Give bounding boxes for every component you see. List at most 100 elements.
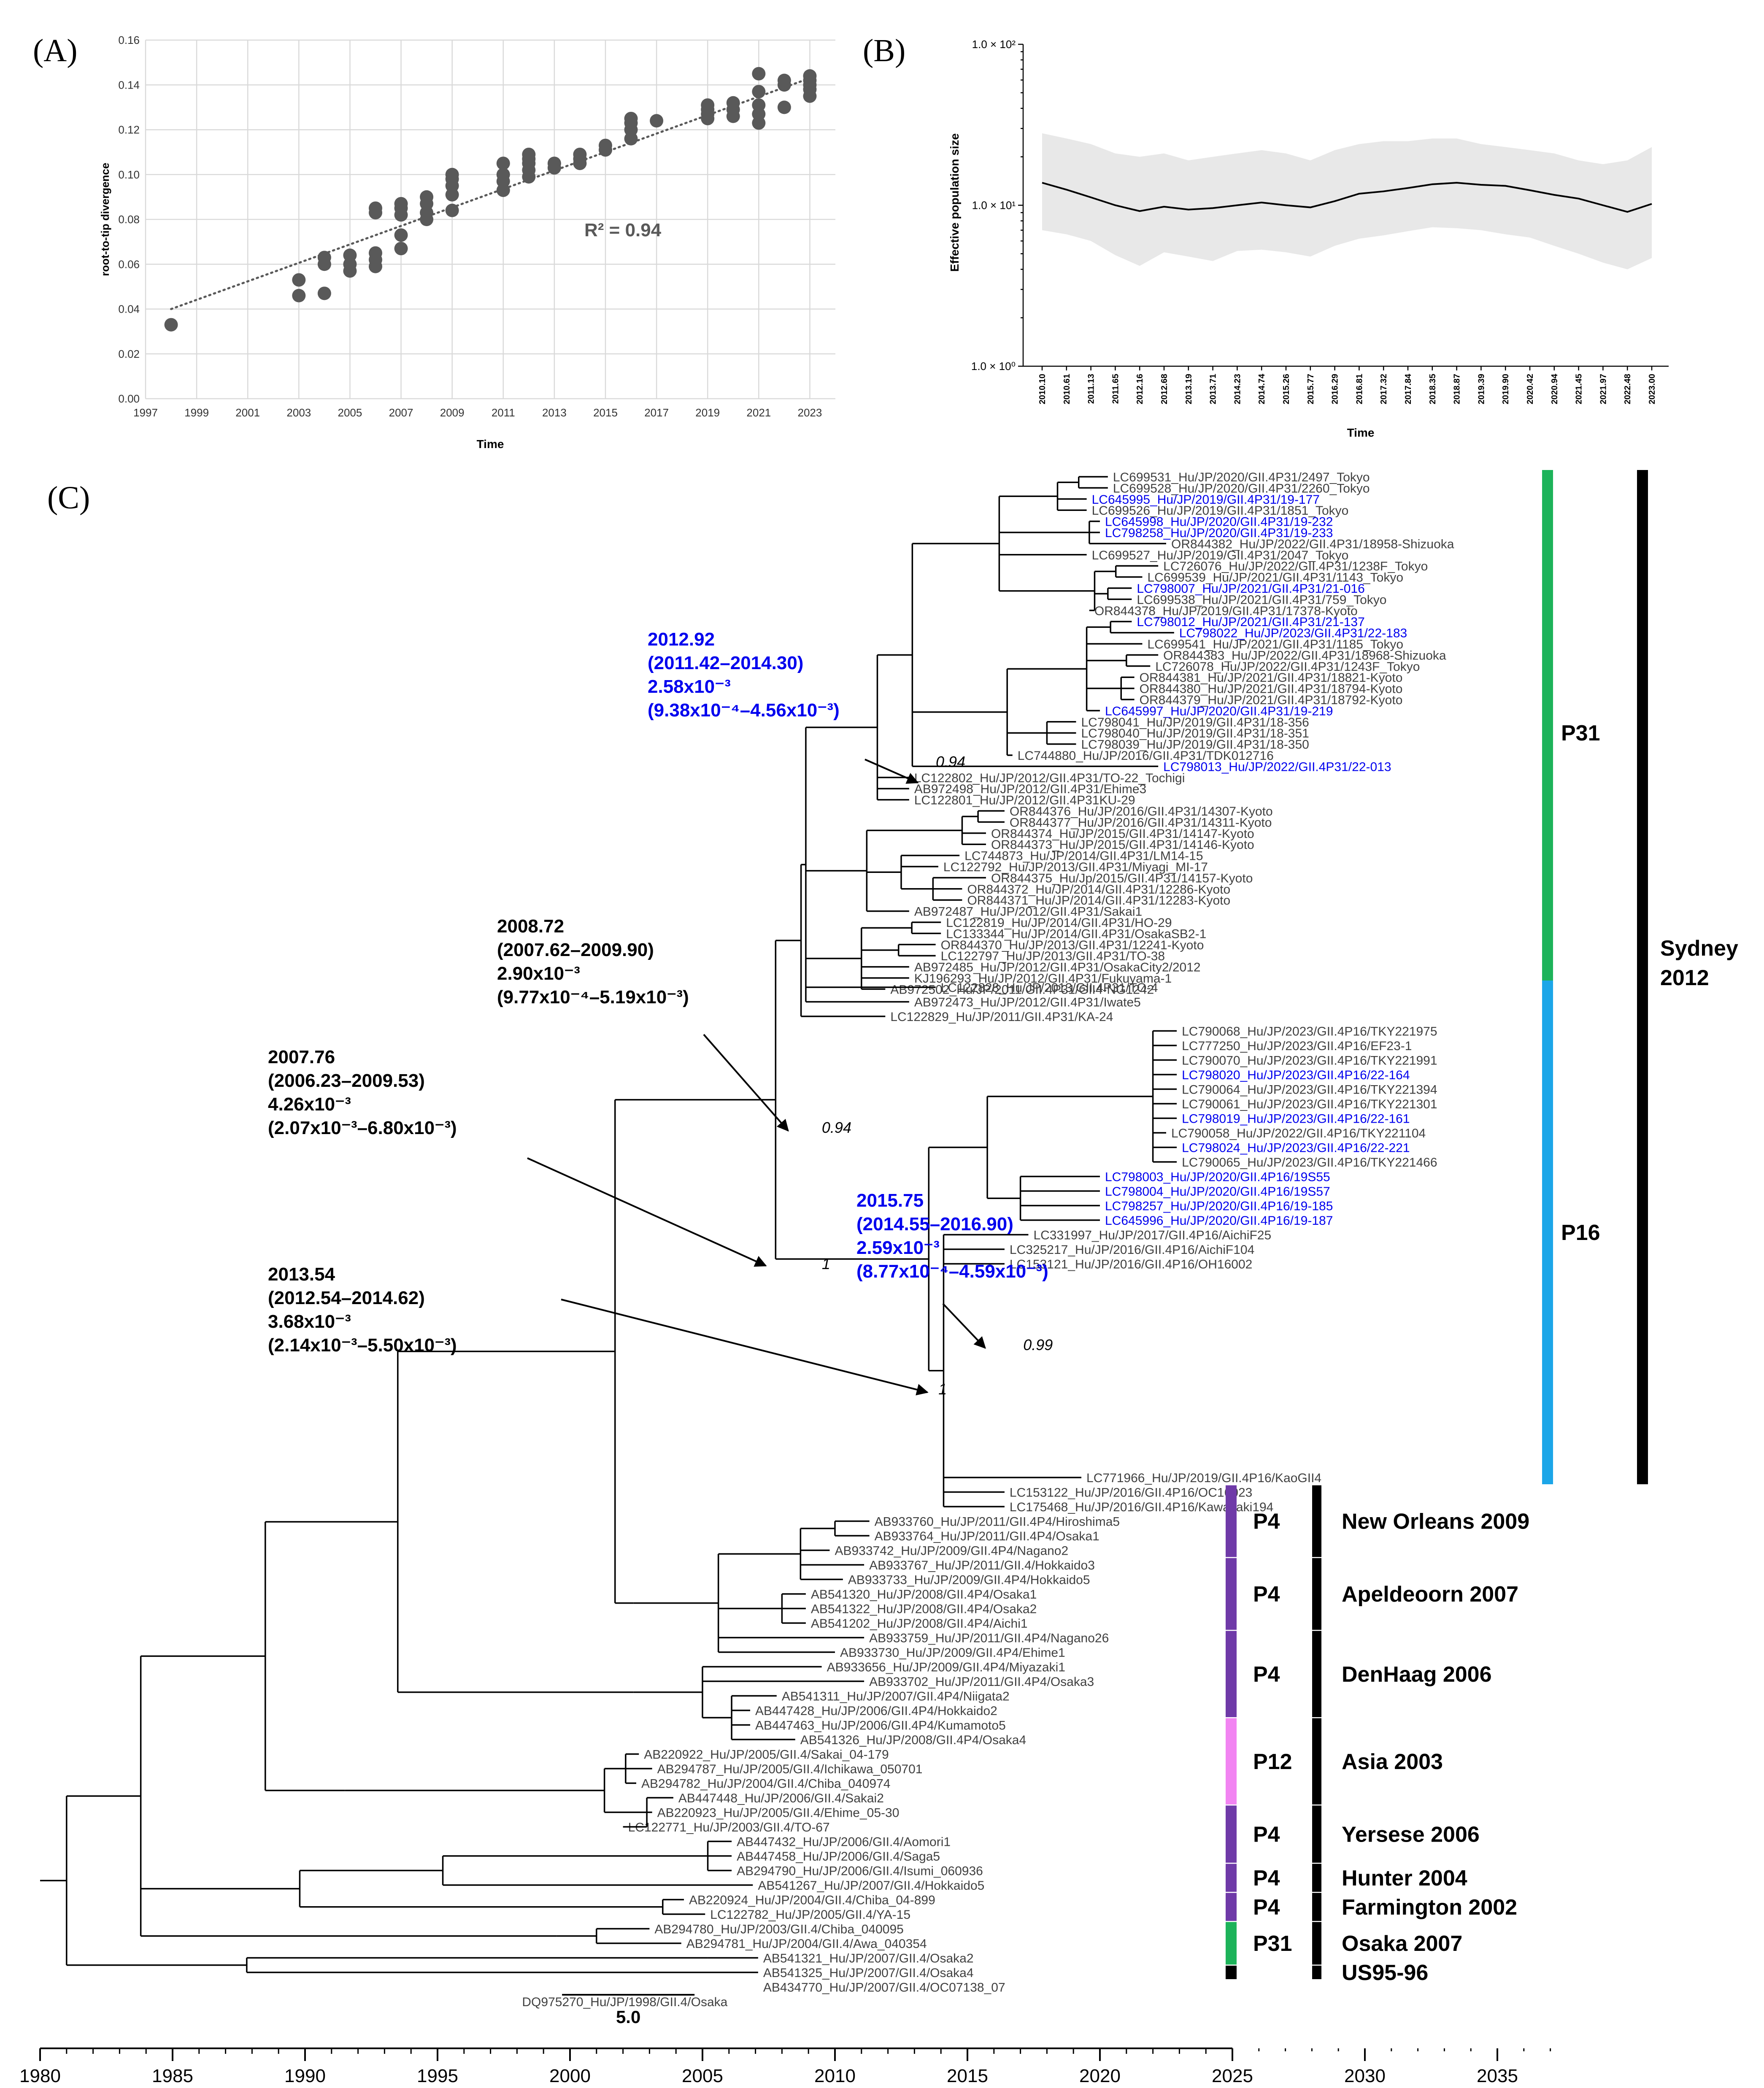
tip-label: LC153121_Hu/JP/2016/GII.4P16/OH16002 [1010,1258,1252,1272]
data-point [420,190,434,204]
x-tick-label: 2013.19 [1184,374,1194,404]
tip-label: OR844376_Hu/JP/2016/GII.4P31/14307-Kyoto [1010,805,1273,818]
clade-p-label: P12 [1253,1750,1292,1774]
tip-label: LC325217_Hu/JP/2016/GII.4P16/AichiF104 [1010,1243,1254,1257]
tip-label: OR844377_Hu/JP/2016/GII.4P31/14311-Kyoto [1010,816,1272,829]
tip-label: LC744880_Hu/JP/2016/GII.4P31/TDK012716 [1018,749,1274,763]
clade-bar [1226,1922,1237,1965]
genotype-bar [1312,1922,1321,1965]
node-annotation-line: (2006.23–2009.53) [268,1070,425,1091]
genotype-label: Osaka 2007 [1342,1931,1462,1956]
x-tick-label: 2019 [695,406,720,419]
genotype-label: Farmington 2002 [1342,1895,1517,1920]
tip-label: LC790061_Hu/JP/2023/GII.4P16/TKY221301 [1182,1097,1437,1111]
x-tick-label: 2018.87 [1453,374,1462,404]
data-point [164,318,178,332]
data-point [394,197,408,211]
tip-label: OR844379_Hu/JP/2021/GII.4P31/18792-Kyoto [1140,693,1403,707]
tip-label: LC122792_Hu/JP/2013/GII.4P31/Miyagi_MI-1… [943,860,1208,874]
x-tick-label: 2022.48 [1623,374,1632,404]
genotype-label: 2012 [1660,966,1709,990]
scatter-panel-a: 0.00 0.02 0.04 0.06 0.08 0.10 0.12 0.14 0.16 1997… [99,34,835,451]
tip-label: AB933742_Hu/JP/2009/GII.4P4/Nagano2 [835,1544,1068,1558]
tip-label: LC798013_Hu/JP/2022/GII.4P31/22-013 [1163,760,1391,774]
tip-label: AB447458_Hu/JP/2006/GII.4/Saga5 [737,1850,940,1864]
data-point [292,273,306,287]
x-tick-label: 2015 [593,406,618,419]
tip-label: AB933702_Hu/JP/2011/GII.4P4/Osaka3 [869,1675,1094,1689]
node-support-label: 1 [822,1255,830,1272]
time-axis-label: 2030 [1344,2066,1386,2086]
tip-label: AB220924_Hu/JP/2004/GII.4/Chiba_04-899 [689,1894,935,1907]
time-axis-label: 2000 [549,2066,591,2086]
annotation-arrow [561,1299,929,1396]
node-annotation-line: 2.90x10⁻³ [497,963,580,984]
clade-bar [1542,470,1553,996]
genotype-bar [1312,1718,1321,1804]
tip-label: LC699531_Hu/JP/2020/GII.4P31/2497_Tokyo [1113,470,1370,484]
node-annotation-line: (2011.42–2014.30) [648,653,803,673]
genotype-label: Sydney [1660,936,1738,961]
x-tick-label: 2011.65 [1111,374,1120,404]
tip-label: AB541321_Hu/JP/2007/GII.4/Osaka2 [763,1952,974,1966]
tip-label: DQ975270_Hu/JP/1998/GII.4/Osaka [522,1995,727,2009]
x-tick-label: 2017.84 [1404,373,1413,404]
tip-label: LC699538_Hu/JP/2021/GII.4P31/759_Tokyo [1137,593,1386,607]
tip-label: LC798041_Hu/JP/2019/GII.4P31/18-356 [1081,716,1309,729]
tip-label: LC122828_Hu/JP/2013/GII.4P31/TO-4 [941,981,1158,995]
data-point [496,167,510,181]
tip-label: AB933760_Hu/JP/2011/GII.4P4/Hiroshima5 [875,1515,1120,1529]
tip-label: LC699527_Hu/JP/2019/GII.4P31/2047_Tokyo [1092,548,1349,562]
hpd-band [1042,133,1652,270]
clade-p-label: P4 [1253,1662,1280,1687]
time-axis-label: 2015 [947,2066,988,2086]
x-tick-label: 2023.00 [1648,374,1657,404]
tip-label: LC122829_Hu/JP/2011/GII.4P31/KA-24 [890,1010,1113,1024]
tip-label: LC122802_Hu/JP/2012/GII.4P31/TO-22_Tochi… [914,771,1185,785]
x-tick-label: 2019.39 [1477,374,1486,404]
x-axis-title: Time [477,438,504,451]
genotype-bar [1637,470,1648,1484]
tip-label: LC798022_Hu/JP/2023/GII.4P31/22-183 [1179,627,1407,640]
r-squared-label: R² = 0.94 [584,220,662,240]
tip-label: AB541320_Hu/JP/2008/GII.4P4/Osaka1 [811,1588,1037,1602]
annotation-arrow [942,1303,986,1349]
x-tick-label: 2001 [235,406,260,419]
data-point [701,98,715,112]
y-axis-title: Effective population size [948,133,961,272]
x-tick-label: 2019.90 [1501,374,1510,404]
y-tick-label: 0.06 [118,258,140,270]
time-axis-label: 1985 [152,2066,193,2086]
x-tick-label: 2011.13 [1087,374,1096,404]
genotype-label: New Orleans 2009 [1342,1510,1529,1534]
tip-label: LC331997_Hu/JP/2017/GII.4P16/AichiF25 [1033,1229,1271,1243]
tip-label: LC699541_Hu/JP/2021/GII.4P31/1185_Tokyo [1147,637,1403,651]
x-tick-label: 2011 [492,406,515,419]
x-tick-label: 2016.29 [1331,374,1340,404]
time-axis-label: 2020 [1079,2066,1121,2086]
tip-label: OR844373_Hu/JP/2015/GII.4P31/14146-Kyoto [991,838,1254,852]
x-tick-label: 1997 [133,406,158,419]
time-axis-label: 2010 [814,2066,856,2086]
clade-p-label: P31 [1561,721,1600,746]
data-point [547,157,561,170]
node-annotation-line: (9.77x10⁻⁴–5.19x10⁻³) [497,987,689,1008]
genotype-label: US95-96 [1342,1961,1428,1985]
node-annotation-line: (2014.55–2016.90) [856,1214,1013,1234]
tip-label: OR844370_Hu/JP/2013/GII.4P31/12241-Kyoto [941,938,1204,952]
time-axis-label: 2025 [1212,2066,1253,2086]
data-point [445,203,459,217]
tip-label: OR844383_Hu/JP/2022/GII.4P31/18968-Shizu… [1163,648,1446,662]
panel-c-label: (C) [47,480,90,516]
clade-bar [1226,1966,1237,1979]
clade-bar [1226,1805,1237,1863]
data-point [752,85,766,99]
genotype-label: Asia 2003 [1342,1750,1443,1774]
tip-label: LC790070_Hu/JP/2023/GII.4P16/TKY221991 [1182,1054,1437,1068]
annotation-arrow [703,1034,789,1132]
tip-label: LC798039_Hu/JP/2019/GII.4P31/18-350 [1081,738,1309,752]
tip-label: LC122819_Hu/JP/2014/GII.4P31/HO-29 [946,916,1172,930]
x-tick-label: 2013 [542,406,567,419]
node-annotation-line: 4.26x10⁻³ [268,1094,351,1115]
